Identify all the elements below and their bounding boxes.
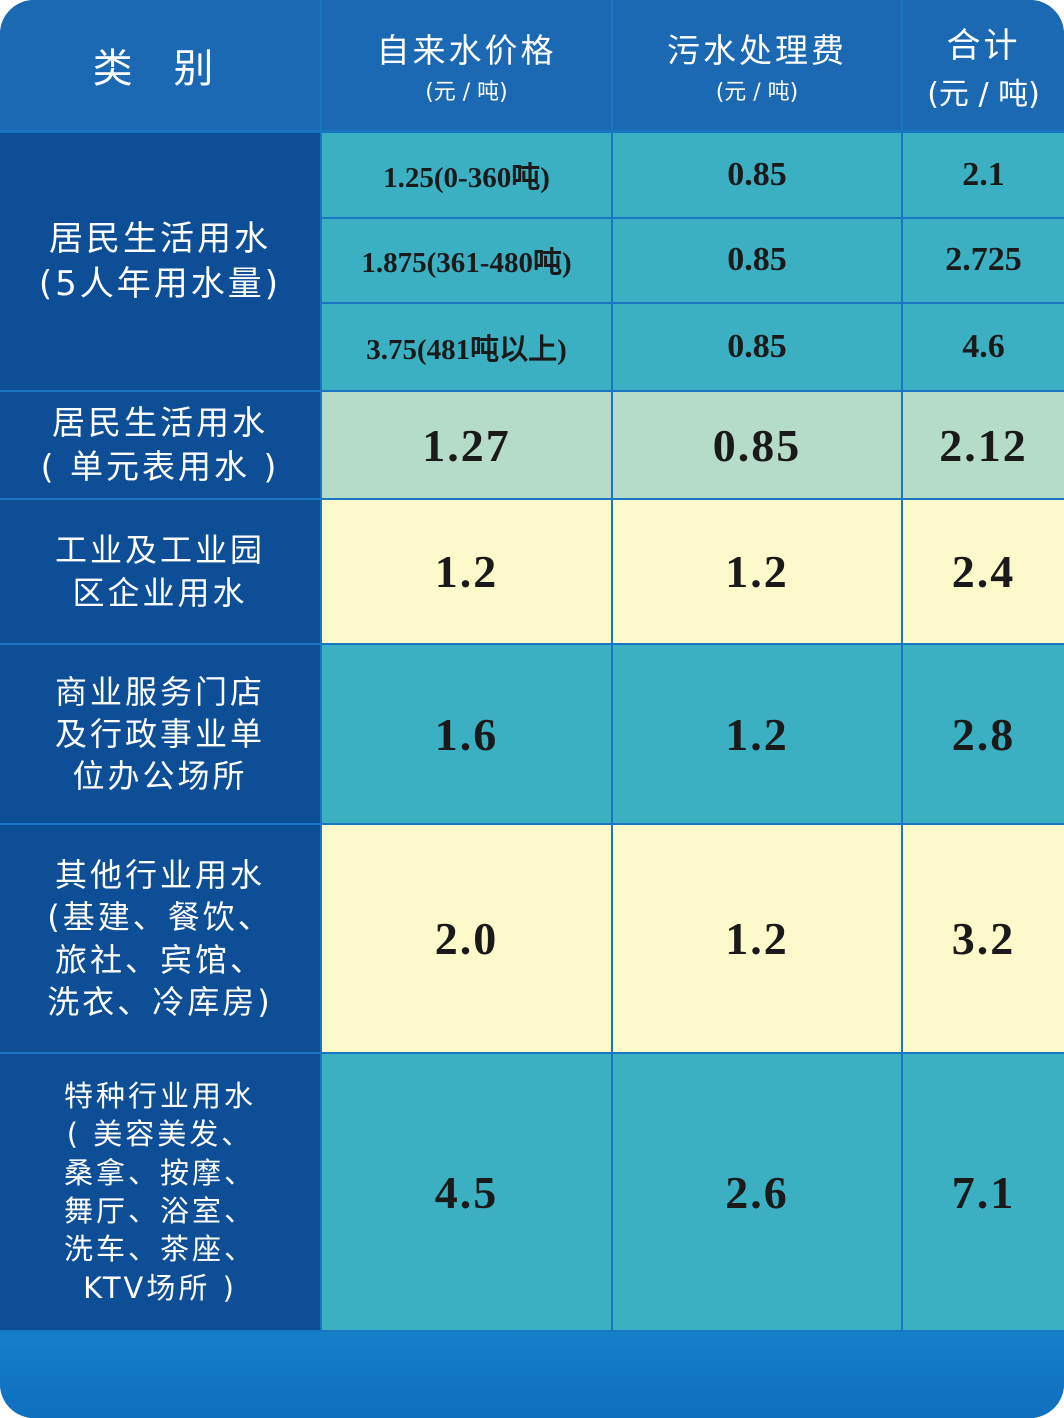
value: 0.85 [727, 241, 787, 279]
value-cell: 1.875(361-480吨) [322, 218, 611, 303]
value-cell: 1.25(0-360吨) [322, 133, 611, 217]
row-label: 其他行业用水 (基建、餐饮、 旅社、宾馆、 洗衣、冷库房) [0, 825, 320, 1052]
label-line: 旅社、宾馆、 [54, 940, 265, 979]
value: 1.27 [422, 419, 511, 471]
value: 1.2 [434, 546, 499, 597]
label-line: 工业及工业园 [54, 531, 265, 570]
value-cell: 1.6 [322, 645, 611, 823]
value-cell: 4.5 [322, 1054, 611, 1330]
label-line: (5人年用水量) [38, 263, 282, 304]
value: 2.725 [945, 241, 1022, 279]
value: 1.2 [725, 708, 789, 760]
label-line: 商业服务门店 [54, 672, 265, 711]
value: 2.8 [951, 708, 1016, 760]
value-cell: 2.12 [903, 392, 1064, 498]
row-label: 特种行业用水( 美容美发、 桑拿、按摩、 舞厅、浴室、 洗车、茶座、 KTV场所 ) [0, 1054, 320, 1330]
value-cell: 2.8 [903, 645, 1064, 823]
header-category: 类 别 [0, 0, 320, 130]
value-cell: 1.27 [322, 392, 611, 498]
label-line: 居民生活用水 [52, 403, 268, 443]
column-unit: (元 / 吨) [927, 76, 1040, 112]
value-cell: 0.85 [613, 133, 901, 217]
value-cell: 2.6 [613, 1054, 901, 1330]
label-line: 其他行业用水 [54, 856, 265, 895]
value: 4.5 [434, 1166, 499, 1218]
value-cell: 1.2 [613, 500, 901, 643]
value: 1.6 [434, 708, 499, 760]
value: 1.25(0-360吨) [383, 161, 550, 194]
label-line: 位办公场所 [72, 757, 248, 796]
value-cell: 2.4 [903, 500, 1064, 643]
value-cell: 0.85 [613, 218, 901, 303]
label-line: (基建、餐饮、 [47, 898, 273, 937]
header-column: 自来水价格 (元 / 吨) [322, 0, 611, 130]
value: 1.2 [725, 546, 789, 597]
header-column: 污水处理费 (元 / 吨) [613, 0, 901, 130]
column-title: 污水处理费 [667, 31, 847, 70]
bottom-band [0, 1332, 1064, 1418]
value: 2.0 [434, 913, 499, 964]
label-line: 洗车、茶座、 [63, 1232, 256, 1267]
value-cell: 2.725 [903, 218, 1064, 303]
value-cell: 7.1 [903, 1054, 1064, 1330]
value-cell: 0.85 [613, 304, 901, 390]
label-line: 及行政事业单 [54, 714, 265, 753]
value-cell: 0.85 [613, 392, 901, 498]
label-line: 舞厅、浴室、 [63, 1194, 256, 1228]
value: 0.85 [727, 328, 787, 366]
category-title: 类 别 [92, 46, 228, 92]
value-cell: 4.6 [903, 304, 1064, 390]
value-cell: 2.1 [903, 133, 1064, 217]
value: 0.85 [712, 419, 802, 471]
label-line: ( 单元表用水 ) [40, 447, 280, 486]
value: 2.12 [939, 419, 1028, 471]
label-line: ( 美容美发、 [66, 1117, 254, 1152]
column-unit: (元 / 吨) [425, 80, 508, 105]
value-cell: 3.75(481吨以上) [322, 304, 611, 390]
label-line: KTV场所 ) [83, 1270, 237, 1305]
row-label: 工业及工业园 区企业用水 [0, 500, 320, 643]
value: 1.2 [725, 913, 789, 964]
label-line: 洗衣、冷库房) [47, 982, 273, 1021]
column-unit: (元 / 吨) [715, 80, 799, 105]
label-line: 桑拿、按摩、 [63, 1155, 256, 1190]
label-line: 居民生活用水 [49, 218, 271, 259]
value: 1.875(361-480吨) [361, 247, 572, 280]
value: 3.75(481吨以上) [366, 334, 567, 367]
value-cell: 1.2 [613, 645, 901, 823]
row-label: 居民生活用水 (5人年用水量) [0, 133, 320, 390]
label-line: 特种行业用水 [63, 1079, 256, 1114]
value-cell: 3.2 [903, 825, 1064, 1052]
label-line: 区企业用水 [72, 573, 248, 612]
column-title: 自来水价格 [376, 31, 557, 70]
value-cell: 2.0 [322, 825, 611, 1052]
row-label: 居民生活用水 ( 单元表用水 ) [0, 392, 320, 498]
value: 4.6 [962, 328, 1005, 366]
value: 2.6 [725, 1166, 789, 1218]
row-label: 商业服务门店 及行政事业单 位办公场所 [0, 645, 320, 823]
value-cell: 1.2 [613, 825, 901, 1052]
value-cell: 1.2 [322, 500, 611, 643]
value: 2.4 [951, 546, 1016, 597]
value: 2.1 [962, 155, 1005, 193]
header-column: 合计 (元 / 吨) [903, 0, 1064, 130]
value: 0.85 [727, 155, 787, 193]
value: 3.2 [951, 913, 1016, 964]
value: 7.1 [951, 1166, 1016, 1218]
column-title: 合计 [946, 25, 1021, 66]
